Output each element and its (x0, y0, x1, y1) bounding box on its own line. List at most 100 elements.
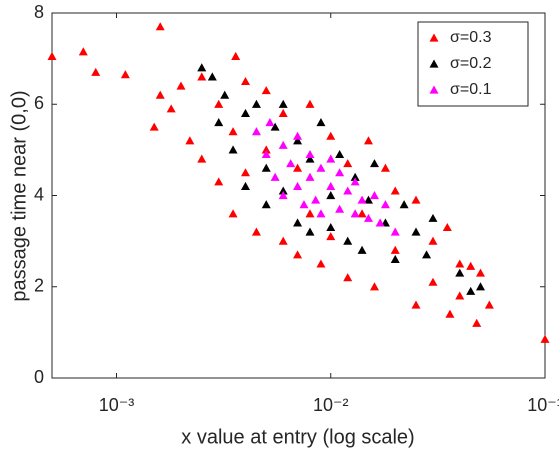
x-tick-label: 10⁻³ (99, 395, 135, 415)
data-point (286, 159, 296, 168)
y-tick-label: 4 (34, 184, 44, 204)
data-point (316, 163, 326, 172)
data-point (293, 218, 303, 227)
data-point (293, 163, 303, 172)
data-point (305, 172, 315, 181)
data-point (176, 81, 186, 90)
legend-marker (429, 33, 439, 42)
data-point (278, 236, 288, 245)
data-point (155, 90, 165, 99)
data-point (293, 131, 303, 140)
data-point (251, 99, 261, 108)
data-point (422, 250, 432, 259)
data-point (350, 209, 360, 218)
data-point (399, 200, 409, 209)
data-point (375, 218, 385, 227)
data-point (265, 118, 275, 127)
legend-label: σ=0.2 (450, 55, 492, 72)
x-tick-label: 10⁻² (313, 395, 349, 415)
data-point (240, 168, 250, 177)
data-point (335, 204, 345, 213)
data-point (455, 259, 465, 268)
data-point (240, 108, 250, 117)
data-point (326, 232, 336, 241)
data-point (299, 200, 309, 209)
data-point (278, 191, 288, 200)
data-point (484, 300, 494, 309)
data-point (472, 318, 482, 327)
data-point (442, 222, 452, 232)
y-tick-label: 6 (34, 93, 44, 113)
data-point (197, 72, 207, 81)
data-point (261, 145, 271, 154)
data-point (228, 127, 238, 136)
data-point (149, 122, 159, 131)
data-point (305, 209, 315, 218)
legend-label: σ=0.1 (450, 81, 492, 98)
data-point (335, 168, 345, 177)
data-point (228, 209, 238, 218)
data-point (390, 186, 400, 195)
data-point (278, 140, 288, 149)
data-point (445, 309, 455, 318)
data-point (326, 154, 336, 163)
data-point (214, 177, 224, 186)
data-point (369, 159, 379, 168)
data-point (343, 186, 353, 195)
data-point (428, 277, 438, 286)
data-point (305, 154, 315, 163)
data-point (363, 136, 373, 145)
data-point (166, 104, 176, 113)
data-point (293, 181, 303, 190)
data-point (411, 300, 421, 309)
data-point (311, 195, 321, 204)
data-point (185, 136, 195, 145)
y-tick-label: 0 (34, 367, 44, 387)
data-point (428, 213, 438, 222)
data-point (455, 291, 465, 300)
x-tick-label: 10⁻¹ (527, 395, 559, 415)
data-point (251, 227, 261, 236)
data-point (326, 131, 336, 140)
data-point (335, 149, 345, 159)
data-point (390, 227, 400, 236)
data-point (197, 154, 207, 163)
data-point (261, 163, 271, 172)
data-point (363, 195, 373, 204)
data-point (278, 99, 288, 108)
data-point (350, 177, 360, 186)
data-point (305, 149, 315, 159)
data-point (476, 282, 486, 291)
data-point (316, 259, 326, 268)
data-point (357, 245, 367, 254)
data-point (270, 172, 280, 181)
data-point (363, 213, 373, 222)
data-point (390, 254, 400, 263)
data-point (316, 209, 326, 218)
data-point (251, 127, 261, 136)
plot-area (47, 22, 550, 343)
data-point (326, 191, 336, 200)
data-point (270, 122, 280, 131)
data-point (278, 186, 288, 195)
data-point (91, 67, 101, 76)
data-point (380, 163, 390, 172)
data-point (540, 334, 550, 343)
legend-marker (429, 85, 439, 94)
y-tick-label: 8 (34, 2, 44, 22)
data-point (293, 250, 303, 259)
data-point (214, 99, 224, 108)
data-point (261, 86, 271, 95)
y-axis-label: passage time near (0,0) (8, 90, 30, 301)
legend-label: σ=0.3 (450, 29, 492, 46)
data-point (380, 200, 390, 209)
data-point (305, 99, 315, 108)
data-point (455, 268, 465, 277)
y-tick-label: 2 (34, 276, 44, 296)
data-point (326, 222, 336, 232)
data-point (369, 191, 379, 200)
data-point (350, 172, 360, 181)
data-point (278, 108, 288, 117)
data-point (428, 236, 438, 245)
